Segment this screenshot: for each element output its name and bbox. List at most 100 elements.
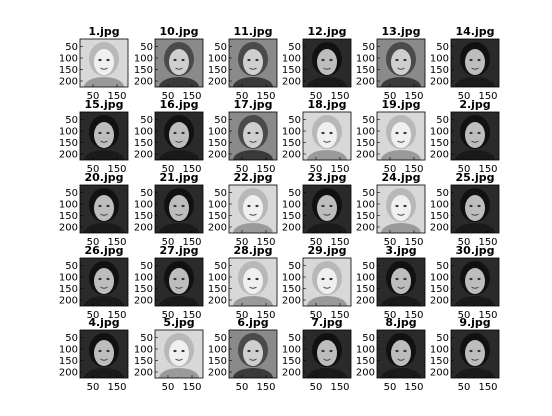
y-tick-label: 200	[430, 77, 449, 88]
panel-title: 8.jpg	[385, 316, 416, 329]
y-tick-label: 200	[208, 150, 227, 161]
y-tick-label: 50	[362, 115, 375, 126]
panel-title: 28.jpg	[233, 244, 272, 257]
portrait-image	[80, 330, 128, 378]
y-tick-label: 100	[282, 345, 301, 356]
y-tick-label: 200	[356, 296, 375, 307]
portrait-image	[377, 330, 425, 378]
axes-frame	[79, 38, 129, 88]
y-tick-label: 150	[356, 65, 375, 76]
portrait-image	[303, 39, 351, 87]
panel-title: 9.jpg	[459, 316, 490, 329]
panel-title: 27.jpg	[159, 244, 198, 257]
y-tick-label: 50	[140, 115, 153, 126]
x-tick-label: 150	[404, 164, 423, 175]
portrait-image	[155, 112, 203, 160]
y-tick-label: 150	[356, 211, 375, 222]
panel-title: 30.jpg	[455, 244, 494, 257]
y-tick-label: 100	[134, 200, 153, 211]
y-tick-label: 50	[140, 42, 153, 53]
y-tick-label: 50	[362, 188, 375, 199]
y-tick-label: 100	[282, 273, 301, 284]
y-tick-label: 200	[134, 368, 153, 379]
y-tick-label: 100	[430, 345, 449, 356]
x-tick-label: 150	[182, 164, 201, 175]
y-tick-label: 50	[140, 261, 153, 272]
y-tick-label: 50	[65, 188, 78, 199]
portrait-image	[451, 39, 499, 87]
x-tick-label: 150	[478, 237, 497, 248]
y-tick-label: 200	[59, 150, 78, 161]
panel-title: 4.jpg	[88, 316, 119, 329]
portrait-image	[303, 258, 351, 306]
x-tick-label: 50	[162, 237, 175, 248]
portrait-image	[451, 185, 499, 233]
portrait-image	[80, 39, 128, 87]
panel-title: 24.jpg	[381, 171, 420, 184]
portrait-image	[377, 185, 425, 233]
axes-frame	[154, 38, 204, 88]
y-tick-label: 200	[282, 150, 301, 161]
y-tick-label: 150	[59, 356, 78, 367]
y-tick-label: 100	[430, 200, 449, 211]
y-tick-label: 100	[59, 200, 78, 211]
x-tick-label: 50	[236, 91, 249, 102]
portrait-image	[80, 185, 128, 233]
portrait-image	[377, 258, 425, 306]
y-tick-label: 100	[430, 273, 449, 284]
x-tick-label: 150	[107, 382, 126, 393]
panel-title: 14.jpg	[455, 25, 494, 38]
y-tick-label: 100	[356, 273, 375, 284]
panel-title: 15.jpg	[84, 98, 123, 111]
axes-frame	[376, 329, 426, 379]
x-tick-label: 50	[384, 164, 397, 175]
x-tick-label: 150	[404, 310, 423, 321]
y-tick-label: 100	[134, 345, 153, 356]
axes-frame	[376, 257, 426, 307]
y-tick-label: 50	[214, 115, 227, 126]
y-tick-label: 150	[356, 138, 375, 149]
y-tick-label: 50	[65, 42, 78, 53]
y-tick-label: 200	[356, 77, 375, 88]
axes-frame	[450, 111, 500, 161]
portrait-image	[229, 39, 277, 87]
x-tick-label: 50	[458, 237, 471, 248]
y-tick-label: 200	[134, 296, 153, 307]
panel-title: 3.jpg	[385, 244, 416, 257]
y-tick-label: 100	[282, 200, 301, 211]
x-tick-label: 50	[384, 310, 397, 321]
x-tick-label: 150	[256, 310, 275, 321]
axes-frame	[450, 184, 500, 234]
y-tick-label: 200	[59, 296, 78, 307]
panel-title: 25.jpg	[455, 171, 494, 184]
y-tick-label: 50	[362, 42, 375, 53]
axes-frame	[154, 111, 204, 161]
axes-frame	[228, 111, 278, 161]
y-tick-label: 50	[436, 261, 449, 272]
portrait-image	[155, 330, 203, 378]
x-tick-label: 50	[310, 91, 323, 102]
y-tick-label: 50	[65, 261, 78, 272]
y-tick-label: 50	[362, 333, 375, 344]
y-tick-label: 100	[430, 127, 449, 138]
y-tick-label: 200	[282, 223, 301, 234]
panel-title: 17.jpg	[233, 98, 272, 111]
portrait-image	[155, 185, 203, 233]
portrait-image	[451, 112, 499, 160]
panel-title: 22.jpg	[233, 171, 272, 184]
y-tick-label: 200	[208, 223, 227, 234]
x-tick-label: 50	[162, 164, 175, 175]
axes-frame	[450, 257, 500, 307]
